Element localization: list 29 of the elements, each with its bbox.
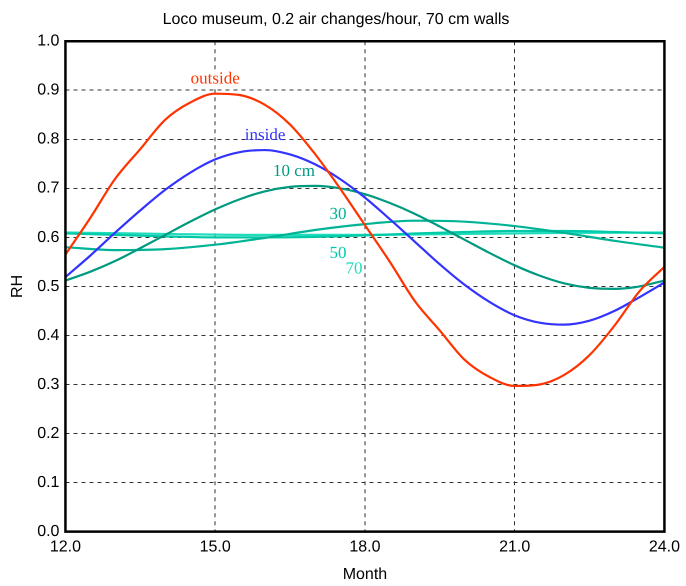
- x-tick-label: 18.0: [349, 538, 381, 556]
- series-label: inside: [244, 125, 286, 144]
- x-tick-label: 24.0: [648, 538, 680, 556]
- y-tick-label: 0.3: [37, 376, 60, 393]
- chart-title: Loco museum, 0.2 air changes/hour, 70 cm walls: [162, 11, 510, 28]
- line-series: [65, 92, 664, 388]
- line-series: [65, 184, 664, 290]
- y-axis-title: RH: [9, 274, 26, 298]
- x-tick-label: 12.0: [50, 538, 82, 556]
- y-tick-label: 0.0: [37, 523, 60, 540]
- x-axis-title: Month: [342, 566, 388, 583]
- series-label: outside: [190, 68, 240, 88]
- y-tick-label: 0.6: [37, 228, 60, 246]
- series-label: 50: [329, 242, 346, 262]
- line-series: [65, 148, 664, 326]
- y-tick-label: 0.4: [37, 326, 60, 344]
- y-tick-label: 0.5: [37, 278, 60, 295]
- y-tick-label: 0.8: [37, 130, 60, 148]
- line-series: [65, 230, 664, 238]
- y-tick-label: 1.0: [37, 32, 60, 50]
- series-label: 30: [329, 204, 346, 224]
- series-label: 10 cm: [272, 160, 316, 180]
- y-tick-label: 0.7: [37, 180, 60, 197]
- x-tick-label: 21.0: [499, 538, 530, 556]
- y-tick-label: 0.2: [37, 424, 60, 442]
- x-tick-label: 15.0: [200, 538, 231, 556]
- y-tick-label: 0.1: [37, 474, 60, 491]
- series-label: 70: [345, 258, 362, 278]
- y-tick-label: 0.9: [37, 82, 60, 99]
